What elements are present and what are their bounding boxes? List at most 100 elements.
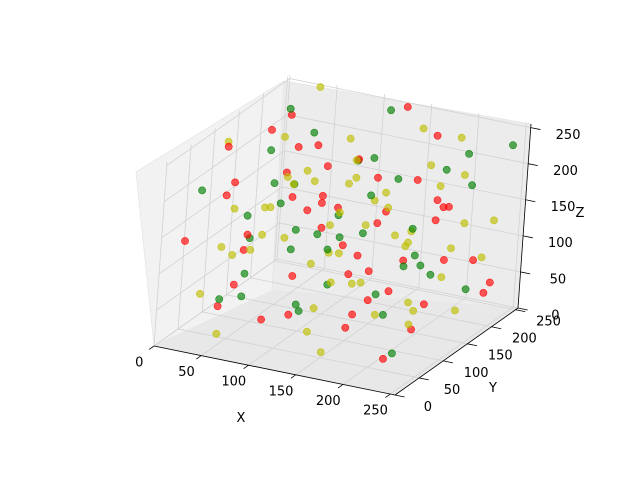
scatter-point	[281, 132, 289, 141]
scatter-point	[283, 173, 292, 181]
scatter-point	[509, 141, 517, 150]
scatter-point	[431, 216, 440, 225]
scatter-point	[485, 278, 494, 287]
scatter-point	[387, 349, 396, 358]
scatter-point	[404, 320, 413, 329]
scatter-point	[442, 165, 451, 174]
x-tick-label: 100	[221, 375, 246, 390]
scatter-point	[310, 177, 319, 185]
scatter-point	[341, 323, 350, 332]
scatter-point	[370, 154, 379, 162]
x-tick-label: 200	[316, 394, 341, 409]
scatter-point	[303, 166, 312, 175]
scatter-point	[289, 180, 298, 188]
scatter-point	[379, 354, 387, 363]
scatter-point	[229, 280, 238, 289]
z-grid-line	[153, 258, 519, 347]
scatter-point	[338, 241, 347, 250]
z-tick-mark	[523, 235, 533, 239]
scatter-point	[302, 327, 311, 336]
scatter-point	[258, 230, 266, 239]
scatter-point	[419, 300, 428, 309]
scatter-point	[224, 142, 233, 151]
scatter-point	[335, 233, 344, 242]
y-tick-mark	[515, 309, 526, 313]
scatter-point	[212, 329, 221, 338]
scatter-point	[404, 298, 412, 307]
scatter-point	[334, 249, 343, 258]
scatter-point	[409, 306, 418, 315]
scatter-point	[257, 315, 265, 324]
scatter-point	[316, 348, 325, 356]
scatter-point	[364, 267, 373, 275]
scatter-point	[401, 242, 410, 251]
scatter-point	[371, 290, 380, 299]
x-axis-label: X	[237, 411, 246, 426]
scatter-point	[436, 182, 445, 190]
scatter-point	[284, 310, 293, 319]
scatter-point	[358, 229, 367, 238]
y-tick-label: 200	[512, 332, 537, 347]
z-grid-line	[158, 186, 524, 275]
scatter-point	[294, 143, 303, 151]
axis-lines	[153, 123, 532, 396]
scatter-point	[291, 300, 300, 309]
scatter-point	[384, 203, 393, 212]
scatter-point	[457, 133, 466, 142]
z-tick-label: 200	[553, 164, 578, 179]
tick-marks	[148, 127, 541, 398]
scatter-point	[326, 278, 335, 287]
scatter-point	[444, 202, 453, 211]
scatter-point	[228, 251, 236, 259]
back-pane-xz	[271, 80, 532, 309]
scatter-point	[348, 310, 356, 319]
scatter-point	[323, 245, 332, 254]
scatter-point	[399, 262, 408, 271]
scatter-point	[419, 124, 428, 133]
x-axis-line	[153, 345, 396, 396]
scatter-point	[416, 261, 425, 270]
scatter-point	[246, 245, 255, 254]
scatter-point	[426, 270, 435, 279]
scatter-point	[316, 83, 325, 91]
y-tick-label: 250	[536, 315, 561, 330]
scatter-point	[335, 208, 344, 217]
x-tick-mark	[148, 345, 155, 350]
z-tick-mark	[528, 163, 538, 167]
scatter-point	[468, 181, 476, 190]
z-grid-line	[166, 78, 531, 166]
x-tick-label: 0	[135, 355, 143, 370]
scatter-point	[291, 225, 300, 234]
scatter-point	[347, 279, 356, 288]
scatter-point	[317, 223, 326, 232]
scatter-point	[374, 173, 382, 182]
scatter-point	[288, 272, 297, 280]
x-tick-mark	[196, 355, 202, 360]
scatter-point	[433, 131, 442, 140]
scatter-point	[477, 253, 486, 262]
scatter-point	[353, 251, 362, 260]
x-tick-label: 50	[178, 365, 195, 380]
z-tick-label: 100	[548, 236, 573, 251]
z-grid-line	[163, 114, 529, 203]
z-grid-line	[156, 222, 521, 311]
scatter-point	[344, 270, 353, 279]
x-tick-mark	[243, 364, 249, 370]
z-tick-mark	[525, 199, 536, 203]
scatter-point	[367, 191, 375, 200]
scatter-point	[313, 230, 322, 239]
scatter-point	[276, 199, 285, 208]
scatter-point	[391, 231, 399, 240]
z-axis-line	[517, 123, 532, 309]
scatter-point	[450, 306, 459, 315]
y-axis-label: Y	[488, 381, 497, 396]
scatter-point	[294, 307, 303, 315]
scatter-point	[410, 251, 419, 260]
scatter-point	[286, 245, 295, 254]
scatter-point	[309, 304, 318, 313]
scatter-point	[352, 156, 361, 165]
scatter-point	[437, 273, 446, 281]
y-tick-mark	[443, 360, 453, 364]
scatter-point	[384, 287, 393, 296]
